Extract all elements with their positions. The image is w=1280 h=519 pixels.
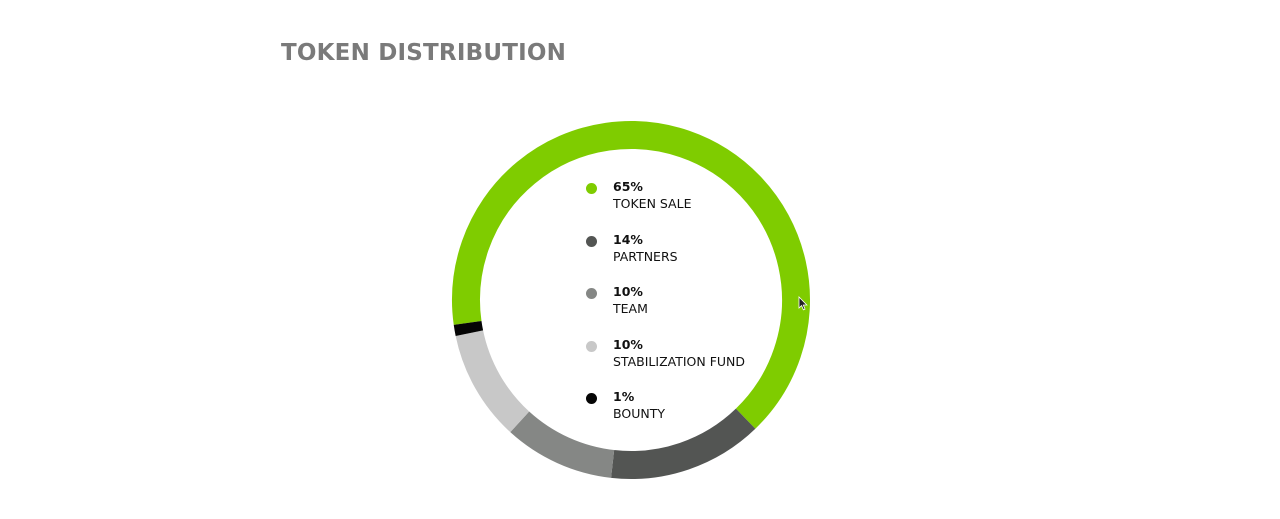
donut-slice-partners [611, 408, 756, 479]
mouse-cursor-icon [798, 296, 808, 311]
donut-slice-token-sale [452, 121, 810, 429]
legend-dot-icon [586, 393, 597, 404]
legend-item-stabilization-fund: 10% STABILIZATION FUND [586, 336, 745, 389]
chart-legend: 65% TOKEN SALE 14% PARTNERS 10% TEAM 10% STABIL… [586, 178, 745, 441]
legend-percentage: 14% [613, 231, 643, 247]
legend-item-partners: 14% PARTNERS [586, 231, 745, 284]
legend-percentage: 65% [613, 179, 643, 194]
legend-percentage: 1% [613, 389, 635, 404]
donut-slice-team [510, 411, 615, 478]
legend-dot-icon [586, 340, 597, 352]
legend-dot-icon [586, 235, 597, 247]
legend-dot-icon [586, 288, 597, 299]
legend-label: STABILIZATION FUND [613, 353, 746, 369]
legend-item-token-sale: 65% TOKEN SALE [586, 178, 745, 231]
legend-label: BOUNTY [613, 406, 665, 421]
donut-slice-bounty [453, 320, 484, 336]
legend-percentage: 10% [613, 336, 643, 352]
legend-percentage: 10% [613, 284, 643, 299]
legend-dot-icon [586, 183, 597, 194]
page-title: TOKEN DISTRIBUTION [281, 40, 567, 66]
donut-chart [452, 121, 810, 479]
legend-label: TEAM [613, 301, 648, 316]
donut-slice-stabilization-fund [455, 330, 530, 433]
legend-label: PARTNERS [613, 248, 678, 264]
legend-item-team: 10% TEAM [586, 283, 745, 336]
legend-item-bounty: 1% BOUNTY [586, 388, 745, 441]
legend-label: TOKEN SALE [613, 196, 692, 211]
